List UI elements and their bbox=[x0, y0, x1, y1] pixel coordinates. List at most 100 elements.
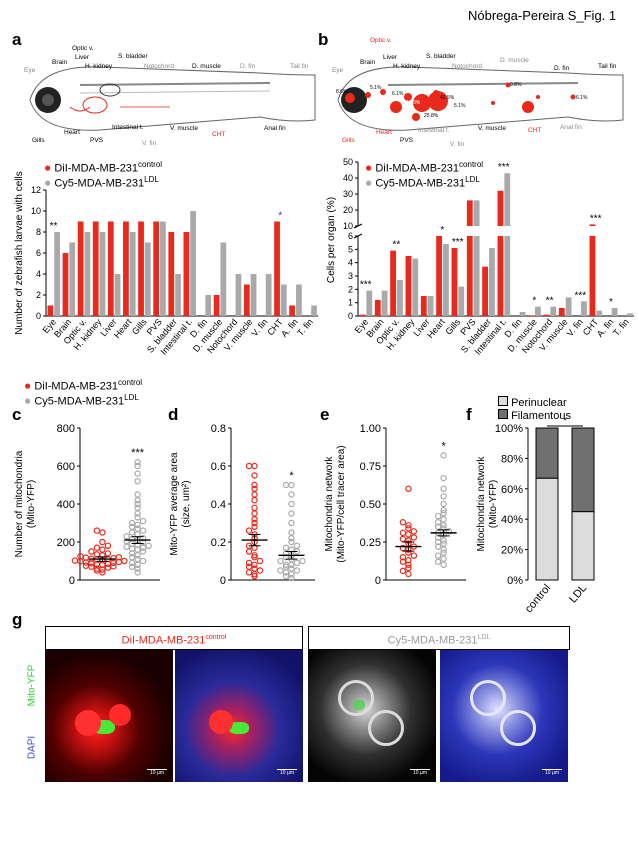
bar-ldl bbox=[160, 221, 166, 316]
fish-label: PVS bbox=[400, 137, 414, 144]
data-point-control bbox=[104, 542, 112, 550]
data-point-control bbox=[93, 565, 101, 572]
bar-ldl bbox=[443, 244, 449, 316]
bar-ldl bbox=[627, 313, 633, 316]
fish-label: H. kidney bbox=[85, 63, 113, 70]
data-point-LDL bbox=[288, 561, 295, 568]
fish-labels-a: Eye Brain Optic v. Liver H. kidney S. bl… bbox=[20, 45, 320, 155]
data-point-LDL bbox=[134, 500, 141, 508]
data-point-LDL bbox=[128, 563, 136, 570]
chart-d: 0 0.2 0.4 0.6 0.8 * Mito-YFP average area (size… bbox=[169, 423, 315, 587]
significance-marker: *** bbox=[574, 290, 586, 301]
x-tick-label: LDL bbox=[567, 582, 589, 605]
scale-bar: 10 µm bbox=[277, 769, 297, 776]
fish-label: V. fin bbox=[142, 140, 157, 147]
data-point-LDL bbox=[288, 529, 295, 536]
fish-label: Notochord bbox=[452, 63, 482, 70]
data-point-control bbox=[251, 553, 258, 561]
fish-label: Intestinal t. bbox=[112, 124, 144, 131]
data-point-LDL bbox=[440, 546, 447, 553]
bar-ldl bbox=[114, 274, 121, 316]
bar-ldl bbox=[175, 274, 181, 316]
panel-label-d: d bbox=[168, 405, 179, 424]
data-point-LDL bbox=[440, 555, 447, 562]
bar-ldl bbox=[99, 232, 106, 316]
panel-g-control-title: DiI-MDA-MB-231control bbox=[45, 626, 303, 650]
bar-ldl bbox=[519, 312, 526, 316]
data-point-control bbox=[251, 481, 258, 489]
data-point-LDL bbox=[288, 565, 295, 572]
legend-control-b: ● DiI-MDA-MB-231control bbox=[365, 160, 484, 175]
bar-control bbox=[138, 221, 144, 316]
data-point-control bbox=[88, 548, 95, 555]
y-axis-label: Number of mitochondria bbox=[14, 450, 25, 557]
data-point-LDL bbox=[139, 557, 147, 565]
legend-filamentous: Filamentous bbox=[498, 409, 571, 422]
data-point-LDL bbox=[288, 491, 295, 498]
data-point-control bbox=[245, 559, 253, 567]
data-point-LDL bbox=[293, 567, 301, 574]
scale-bar: 10 µm bbox=[542, 769, 562, 776]
data-point-control bbox=[110, 563, 117, 570]
y-tick-label: 100% bbox=[495, 423, 523, 435]
panel-g-side-labels: Mito-YFP DAPI bbox=[22, 650, 40, 782]
y-tick-label: 10 bbox=[343, 221, 353, 231]
y-axis-label: Mito-YFP average area bbox=[169, 452, 180, 556]
data-point-LDL bbox=[434, 534, 442, 541]
fish-label: Anal fin bbox=[560, 124, 582, 131]
fish-label: V. muscle bbox=[170, 125, 198, 132]
data-point-LDL bbox=[288, 481, 295, 489]
legend-f: Perinuclear Filamentous bbox=[498, 396, 571, 422]
data-point-LDL bbox=[440, 452, 447, 459]
significance-marker: * bbox=[532, 296, 536, 307]
significance-marker: * bbox=[278, 211, 282, 222]
bar-perinuclear bbox=[535, 477, 559, 581]
data-point-LDL bbox=[282, 553, 290, 561]
data-point-control bbox=[245, 548, 253, 555]
bar-control bbox=[374, 300, 381, 316]
fish-label: Anal fin bbox=[264, 125, 286, 132]
fish-label: Liver bbox=[75, 54, 90, 61]
y-tick-label: 60% bbox=[501, 484, 523, 496]
significance-marker: *** bbox=[360, 280, 372, 291]
significance-marker: *** bbox=[590, 213, 602, 224]
y-tick-label: 12 bbox=[31, 185, 41, 195]
data-point-control bbox=[405, 485, 412, 493]
data-point-LDL bbox=[134, 552, 141, 559]
data-point-control bbox=[399, 529, 407, 537]
data-point-control bbox=[405, 557, 412, 564]
data-point-LDL bbox=[134, 565, 141, 572]
significance-marker: * bbox=[289, 470, 294, 482]
y-tick-label: 0 bbox=[220, 575, 226, 587]
y-tick-label: 3 bbox=[348, 271, 353, 281]
x-tick-label: T. fin bbox=[611, 317, 631, 338]
data-point-LDL bbox=[282, 569, 290, 576]
data-point-LDL bbox=[134, 478, 141, 485]
data-point-LDL bbox=[134, 510, 141, 517]
data-point-control bbox=[251, 462, 258, 470]
data-point-control bbox=[251, 519, 258, 527]
bar-control bbox=[289, 305, 296, 316]
data-point-control bbox=[251, 496, 258, 504]
data-point-control bbox=[410, 528, 418, 535]
bar-perinuclear bbox=[571, 511, 595, 581]
bar-control bbox=[168, 232, 175, 316]
panel-label-g: g bbox=[12, 610, 23, 629]
fish-label: Tail fin bbox=[290, 63, 309, 70]
data-point-LDL bbox=[434, 512, 442, 520]
data-point-LDL bbox=[128, 523, 136, 531]
y-tick-label: 2 bbox=[36, 290, 41, 300]
significance-marker: *** bbox=[498, 162, 510, 173]
y-tick-label: 6 bbox=[36, 248, 41, 258]
bar-control-upper bbox=[497, 190, 504, 226]
data-point-control bbox=[405, 522, 412, 529]
bar-ldl bbox=[311, 305, 317, 316]
fish-label: Optic v. bbox=[370, 37, 392, 44]
bar-control bbox=[47, 305, 54, 316]
data-point-LDL bbox=[288, 571, 295, 578]
y-axis-label: (Mito-YFP) bbox=[26, 480, 37, 528]
bar-ldl bbox=[129, 232, 136, 316]
legend-ldl-a: ● Cy5-MDA-MB-231LDL bbox=[44, 174, 159, 190]
y-tick-label: 0 bbox=[348, 311, 353, 321]
bar-control bbox=[107, 221, 114, 316]
